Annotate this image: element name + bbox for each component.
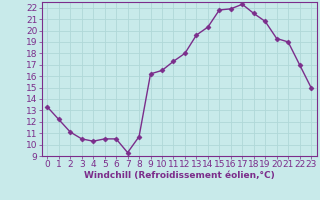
X-axis label: Windchill (Refroidissement éolien,°C): Windchill (Refroidissement éolien,°C): [84, 171, 275, 180]
